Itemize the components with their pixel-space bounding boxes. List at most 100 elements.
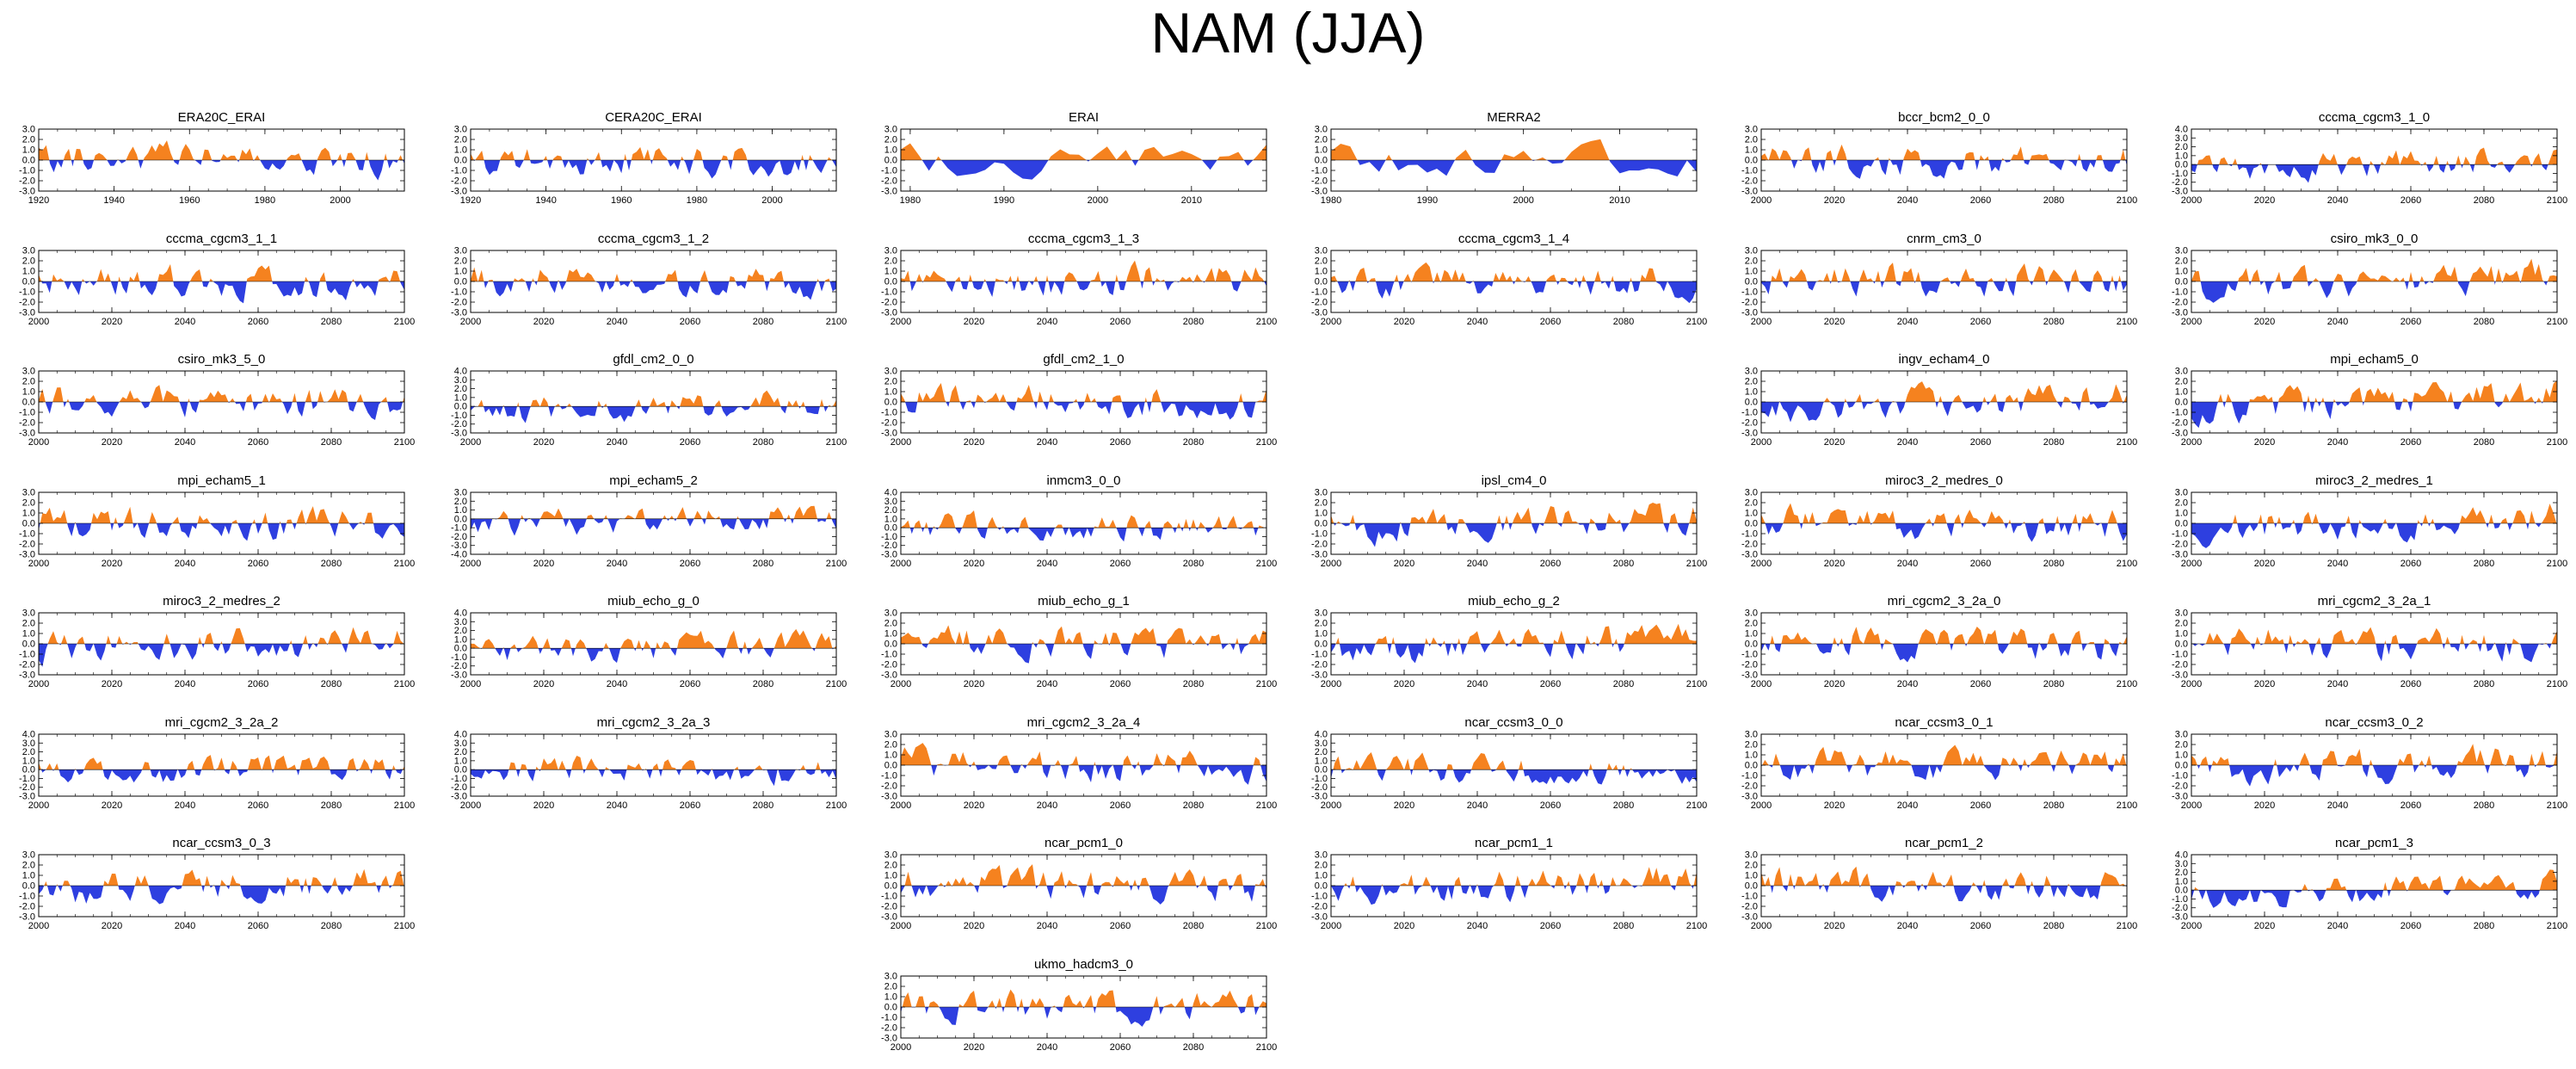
y-tick-label: 2.0 [884,377,897,387]
y-tick-label: 3.0 [22,738,35,748]
y-tick-label: 2.0 [454,135,467,145]
negative-area [471,160,836,179]
x-tick-label: 2040 [1897,800,1918,811]
chart-title: csiro_mk3_5_0 [177,352,266,367]
chart-panel: mri_cgcm2_3_2a_4 3.0 2.0 1.0 0.0 -1.0 -2.0 -3.0… [862,715,1279,817]
y-tick-label: 2.0 [454,384,467,394]
x-tick-label: 2100 [2547,921,2567,931]
y-tick-label: 2.0 [1315,861,1328,871]
x-tick-label: 2000 [1321,921,1341,931]
y-tick-label: 3.0 [2175,133,2188,144]
y-tick-label: 1.0 [2175,876,2188,887]
y-tick-label: 1.0 [884,871,897,881]
x-tick-label: 2100 [2117,921,2137,931]
chart-title: ncar_ccsm3_0_2 [2325,714,2424,730]
x-tick-label: 2040 [1897,679,1918,689]
y-tick-label: 1.0 [22,629,35,640]
positive-area [39,505,404,523]
x-tick-label: 2080 [2474,559,2494,569]
y-tick-label: -3.0 [1311,549,1328,559]
y-tick-label: -2.0 [1741,176,1758,187]
negative-area [901,644,1266,664]
y-tick-label: -1.0 [2172,408,2188,418]
y-tick-label: -3.0 [19,549,35,559]
y-tick-label: 2.0 [1745,377,1758,387]
x-tick-label: 2100 [394,800,415,811]
figure-title: NAM (JJA) [1150,1,1426,65]
y-tick-label: 0.0 [884,640,897,650]
y-tick-label: -2.0 [451,531,467,541]
x-tick-label: 2100 [1686,679,1707,689]
y-tick-label: 4.0 [454,367,467,377]
x-tick-label: 2100 [1256,1042,1277,1053]
y-tick-label: -3.0 [19,791,35,801]
y-tick-label: 1.0 [1745,508,1758,518]
y-tick-label: 1.0 [22,387,35,398]
x-tick-label: 2080 [1183,559,1204,569]
chart-title: bccr_bcm2_0_0 [1898,110,1990,125]
x-tick-label: 2060 [1540,317,1561,327]
y-tick-label: -3.0 [1311,187,1328,197]
x-tick-label: 2040 [1037,921,1057,931]
x-tick-label: 2000 [460,800,481,811]
y-tick-label: 3.0 [1745,367,1758,377]
y-tick-label: -3.0 [2172,307,2188,318]
x-tick-label: 2040 [1037,317,1057,327]
y-tick-label: -1.0 [2172,650,2188,660]
positive-area [901,864,1266,886]
y-tick-label: 0.0 [1315,156,1328,166]
x-tick-label: 2000 [1321,317,1341,327]
y-tick-label: 3.0 [454,617,467,627]
positive-area [471,390,836,407]
y-tick-label: 2.0 [1745,739,1758,750]
x-tick-label: 2060 [680,559,700,569]
y-tick-label: 2.0 [1315,256,1328,266]
y-tick-label: 3.0 [884,367,897,377]
y-tick-label: -3.0 [1741,912,1758,923]
positive-area [1761,503,2127,523]
y-tick-label: 0.0 [884,156,897,166]
y-tick-label: 2.0 [884,981,897,992]
chart-title: mri_cgcm2_3_2a_1 [2317,594,2431,609]
x-tick-label: 2010 [1181,195,1202,206]
x-tick-label: 2040 [175,317,195,327]
y-tick-label: 3.0 [454,487,467,497]
x-tick-label: 2080 [2043,921,2064,931]
y-tick-label: 0.0 [884,398,897,408]
y-tick-label: 0.0 [884,276,897,287]
x-tick-label: 2100 [826,559,847,569]
x-tick-label: 2000 [28,317,49,327]
x-tick-label: 2080 [2474,800,2494,811]
positive-area [492,505,832,519]
y-tick-label: -1.0 [19,892,35,902]
y-tick-label: 0.0 [1745,760,1758,770]
y-tick-label: 2.0 [454,256,467,266]
x-tick-label: 2020 [2254,559,2275,569]
x-tick-label: 2000 [460,437,481,448]
x-tick-label: 2020 [1824,800,1845,811]
x-tick-label: 2040 [2327,921,2348,931]
y-tick-label: 1.0 [884,992,897,1002]
positive-area [39,754,404,769]
y-tick-label: 1.0 [1315,508,1328,518]
negative-area [471,769,836,786]
y-tick-label: 0.0 [22,276,35,287]
y-tick-label: -1.0 [1311,773,1328,783]
y-tick-label: -2.0 [19,782,35,793]
x-tick-label: 2080 [321,437,342,448]
y-tick-label: -2.0 [19,902,35,912]
y-tick-label: 0.0 [1745,398,1758,408]
y-tick-label: -3.0 [1311,307,1328,318]
y-tick-label: 0.0 [454,764,467,775]
y-tick-label: 0.0 [2175,518,2188,528]
y-tick-label: -3.0 [1311,912,1328,923]
chart-panel: miub_echo_g_1 3.0 2.0 1.0 0.0 -1.0 -2.0 -3.0 200… [862,594,1279,695]
